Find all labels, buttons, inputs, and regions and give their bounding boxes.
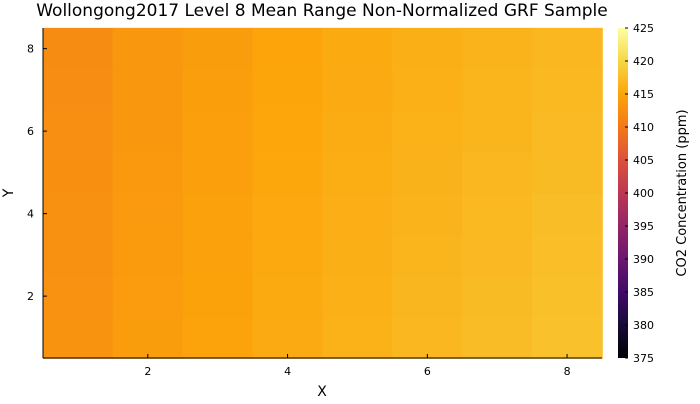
- y-tick-label: 6: [27, 125, 34, 138]
- heatmap-cell: [182, 69, 254, 112]
- heatmap-cell: [112, 316, 184, 359]
- heatmap-cell: [42, 192, 114, 235]
- heatmap-cell: [462, 110, 533, 153]
- colorbar-tick-label: 395: [633, 220, 654, 233]
- heatmap-cell: [252, 151, 324, 194]
- heatmap-cell: [322, 234, 394, 277]
- heatmap-cell: [182, 316, 254, 359]
- heatmap-cell: [392, 192, 463, 235]
- heatmap-cell: [322, 69, 394, 112]
- heatmap-cell: [462, 192, 533, 235]
- heatmap-cell: [322, 151, 394, 194]
- y-axis-label: Y: [1, 188, 17, 198]
- heatmap-cell: [112, 110, 184, 153]
- heatmap-cell: [531, 275, 603, 318]
- heatmap-cell: [531, 110, 603, 153]
- x-axis-label: X: [317, 384, 327, 400]
- heatmap-cell: [322, 275, 394, 318]
- heatmap-cell: [252, 316, 324, 359]
- heatmap-cell: [322, 316, 394, 359]
- heatmap-cell: [462, 234, 533, 277]
- heatmap-cell: [462, 27, 533, 70]
- y-tick-label: 8: [27, 43, 34, 56]
- heatmap-cell: [392, 275, 463, 318]
- colorbar-tick-label: 405: [633, 154, 654, 167]
- colorbar-tick-label: 375: [633, 352, 654, 365]
- heatmap-cell: [322, 110, 394, 153]
- heatmap-cell: [392, 27, 463, 70]
- heatmap-cell: [112, 151, 184, 194]
- heatmap-cell: [252, 27, 324, 70]
- heatmap-cell: [531, 27, 603, 70]
- heatmap-cell: [112, 27, 184, 70]
- heatmap-cell: [392, 234, 463, 277]
- colorbar-ticks: 375 380 385 390 395 400 405 410 415 420 425: [625, 22, 654, 365]
- x-tick-label: 6: [424, 365, 431, 378]
- heatmap-cell: [112, 275, 184, 318]
- heatmap-cell: [462, 275, 533, 318]
- heatmap-cell: [42, 151, 114, 194]
- colorbar-tick-label: 410: [633, 121, 654, 134]
- heatmap-cell: [182, 110, 254, 153]
- colorbar: [618, 28, 628, 358]
- y-tick-label: 4: [27, 208, 34, 221]
- x-tick-label: 8: [564, 365, 571, 378]
- heatmap-cell: [112, 69, 184, 112]
- heatmap-cell: [462, 69, 533, 112]
- x-axis-ticks: 2 4 6 8: [144, 354, 571, 378]
- y-tick-label: 2: [27, 290, 34, 303]
- colorbar-tick-label: 390: [633, 253, 654, 266]
- colorbar-tick-label: 400: [633, 187, 654, 200]
- heatmap-cell: [392, 110, 463, 153]
- x-tick-label: 4: [284, 365, 291, 378]
- heatmap-cell: [42, 234, 114, 277]
- heatmap-cell: [42, 316, 114, 359]
- heatmap-cell: [531, 316, 603, 359]
- heatmap-cell: [182, 192, 254, 235]
- colorbar-tick-label: 380: [633, 319, 654, 332]
- heatmap-cell: [252, 192, 324, 235]
- heatmap-cell: [322, 192, 394, 235]
- heatmap-cell: [182, 27, 254, 70]
- heatmap-cell: [462, 316, 533, 359]
- heatmap-cell: [112, 234, 184, 277]
- colorbar-tick-label: 385: [633, 286, 654, 299]
- heatmap-cell: [531, 192, 603, 235]
- heatmap-cell: [252, 69, 324, 112]
- heatmap-cell: [182, 151, 254, 194]
- colorbar-label: CO2 Concentration (ppm): [675, 109, 690, 276]
- colorbar-tick-label: 415: [633, 88, 654, 101]
- colorbar-tick-label: 420: [633, 55, 654, 68]
- colorbar-tick-label: 425: [633, 22, 654, 35]
- heatmap-cell: [392, 316, 463, 359]
- x-tick-label: 2: [144, 365, 151, 378]
- heatmap-cell: [112, 192, 184, 235]
- heatmap-cell: [322, 27, 394, 70]
- heatmap-cell: [531, 234, 603, 277]
- heatmap-cell: [42, 69, 114, 112]
- heatmap-cell: [42, 275, 114, 318]
- y-axis-ticks: 2 4 6 8: [27, 43, 47, 303]
- heatmap-cell: [392, 151, 463, 194]
- heatmap-cell: [252, 275, 324, 318]
- heatmap-cell: [252, 110, 324, 153]
- heatmap-cell: [252, 234, 324, 277]
- heatmap-cell: [531, 151, 603, 194]
- heatmap-cell: [392, 69, 463, 112]
- heatmap-cells: [42, 27, 603, 359]
- heatmap-cell: [42, 110, 114, 153]
- heatmap-cell: [531, 69, 603, 112]
- heatmap-cell: [182, 275, 254, 318]
- heatmap-cell: [182, 234, 254, 277]
- heatmap-cell: [462, 151, 533, 194]
- heatmap-cell: [42, 27, 114, 70]
- chart-title: Wollongong2017 Level 8 Mean Range Non-No…: [36, 1, 608, 21]
